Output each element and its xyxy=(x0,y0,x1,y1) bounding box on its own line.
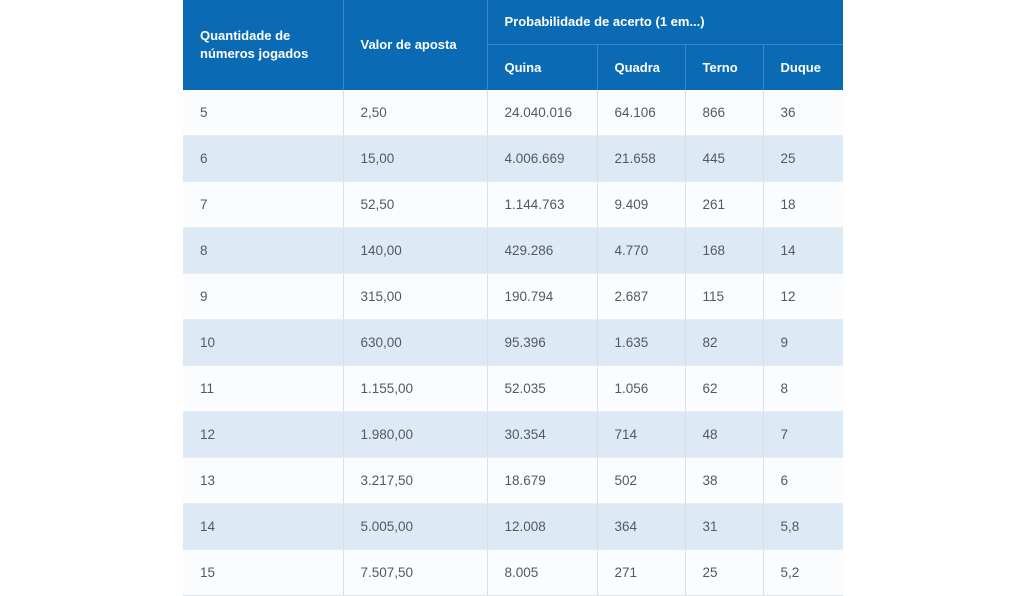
cell-quadra: 714 xyxy=(597,411,686,458)
header-quadra: Quadra xyxy=(597,44,686,90)
table-row: 13 3.217,50 18.679 502 38 6 xyxy=(183,457,843,504)
cell-quantity-played: 9 xyxy=(183,273,344,320)
cell-terno: 48 xyxy=(685,411,764,458)
cell-quina: 8.005 xyxy=(487,549,598,596)
cell-duque: 18 xyxy=(763,181,843,228)
table-row: 5 2,50 24.040.016 64.106 866 36 xyxy=(183,90,843,136)
header-row-sub: Quina Quadra Terno Duque xyxy=(183,44,843,90)
header-quina: Quina xyxy=(487,44,598,90)
header-probability-group: Probabilidade de acerto (1 em...) xyxy=(487,0,843,45)
cell-terno: 168 xyxy=(685,227,764,274)
cell-terno: 866 xyxy=(685,90,764,136)
cell-quantity-played: 5 xyxy=(183,90,344,136)
table-row: 12 1.980,00 30.354 714 48 7 xyxy=(183,411,843,458)
cell-terno: 31 xyxy=(685,503,764,550)
cell-quina: 30.354 xyxy=(487,411,598,458)
cell-quadra: 364 xyxy=(597,503,686,550)
header-quantity-played: Quantidade de números jogados xyxy=(183,0,344,90)
cell-quina: 190.794 xyxy=(487,273,598,320)
cell-quina: 95.396 xyxy=(487,319,598,366)
cell-quantity-played: 11 xyxy=(183,365,344,412)
cell-bet-value: 2,50 xyxy=(343,90,488,136)
cell-quantity-played: 6 xyxy=(183,135,344,182)
cell-quina: 18.679 xyxy=(487,457,598,504)
cell-quadra: 4.770 xyxy=(597,227,686,274)
table-row: 11 1.155,00 52.035 1.056 62 8 xyxy=(183,365,843,412)
cell-quadra: 1.635 xyxy=(597,319,686,366)
cell-bet-value: 3.217,50 xyxy=(343,457,488,504)
cell-quadra: 502 xyxy=(597,457,686,504)
cell-quadra: 2.687 xyxy=(597,273,686,320)
cell-quadra: 271 xyxy=(597,549,686,596)
cell-terno: 38 xyxy=(685,457,764,504)
cell-quantity-played: 14 xyxy=(183,503,344,550)
cell-bet-value: 630,00 xyxy=(343,319,488,366)
cell-bet-value: 315,00 xyxy=(343,273,488,320)
cell-duque: 36 xyxy=(763,90,843,136)
cell-terno: 82 xyxy=(685,319,764,366)
cell-duque: 5,8 xyxy=(763,503,843,550)
cell-quadra: 21.658 xyxy=(597,135,686,182)
cell-duque: 25 xyxy=(763,135,843,182)
cell-quantity-played: 10 xyxy=(183,319,344,366)
table-row: 7 52,50 1.144.763 9.409 261 18 xyxy=(183,181,843,228)
cell-bet-value: 140,00 xyxy=(343,227,488,274)
table-row: 14 5.005,00 12.008 364 31 5,8 xyxy=(183,503,843,550)
cell-duque: 7 xyxy=(763,411,843,458)
cell-quina: 4.006.669 xyxy=(487,135,598,182)
table-row: 15 7.507,50 8.005 271 25 5,2 xyxy=(183,549,843,596)
table-row: 8 140,00 429.286 4.770 168 14 xyxy=(183,227,843,274)
cell-quina: 12.008 xyxy=(487,503,598,550)
table-row: 10 630,00 95.396 1.635 82 9 xyxy=(183,319,843,366)
quina-probability-table: Quantidade de números jogados Valor de a… xyxy=(183,0,843,596)
header-bet-value: Valor de aposta xyxy=(343,0,488,90)
cell-bet-value: 1.980,00 xyxy=(343,411,488,458)
cell-terno: 445 xyxy=(685,135,764,182)
header-row-group: Quantidade de números jogados Valor de a… xyxy=(183,0,843,90)
cell-duque: 6 xyxy=(763,457,843,504)
cell-quadra: 64.106 xyxy=(597,90,686,136)
probability-table-container: Quantidade de números jogados Valor de a… xyxy=(183,0,843,596)
cell-bet-value: 7.507,50 xyxy=(343,549,488,596)
cell-bet-value: 5.005,00 xyxy=(343,503,488,550)
cell-quadra: 1.056 xyxy=(597,365,686,412)
cell-quantity-played: 12 xyxy=(183,411,344,458)
cell-quantity-played: 8 xyxy=(183,227,344,274)
cell-quina: 24.040.016 xyxy=(487,90,598,136)
table-body: 5 2,50 24.040.016 64.106 866 36 6 15,00 4.006.66… xyxy=(183,90,843,596)
cell-duque: 14 xyxy=(763,227,843,274)
cell-quina: 429.286 xyxy=(487,227,598,274)
cell-quina: 1.144.763 xyxy=(487,181,598,228)
table-row: 9 315,00 190.794 2.687 115 12 xyxy=(183,273,843,320)
cell-bet-value: 1.155,00 xyxy=(343,365,488,412)
cell-terno: 261 xyxy=(685,181,764,228)
cell-quantity-played: 15 xyxy=(183,549,344,596)
cell-bet-value: 15,00 xyxy=(343,135,488,182)
cell-quina: 52.035 xyxy=(487,365,598,412)
cell-quantity-played: 13 xyxy=(183,457,344,504)
cell-bet-value: 52,50 xyxy=(343,181,488,228)
cell-quadra: 9.409 xyxy=(597,181,686,228)
cell-duque: 5,2 xyxy=(763,549,843,596)
cell-duque: 8 xyxy=(763,365,843,412)
header-terno: Terno xyxy=(685,44,764,90)
cell-terno: 62 xyxy=(685,365,764,412)
cell-quantity-played: 7 xyxy=(183,181,344,228)
cell-duque: 9 xyxy=(763,319,843,366)
table-header: Quantidade de números jogados Valor de a… xyxy=(183,0,843,90)
table-row: 6 15,00 4.006.669 21.658 445 25 xyxy=(183,135,843,182)
header-duque: Duque xyxy=(763,44,843,90)
cell-terno: 25 xyxy=(685,549,764,596)
cell-terno: 115 xyxy=(685,273,764,320)
cell-duque: 12 xyxy=(763,273,843,320)
